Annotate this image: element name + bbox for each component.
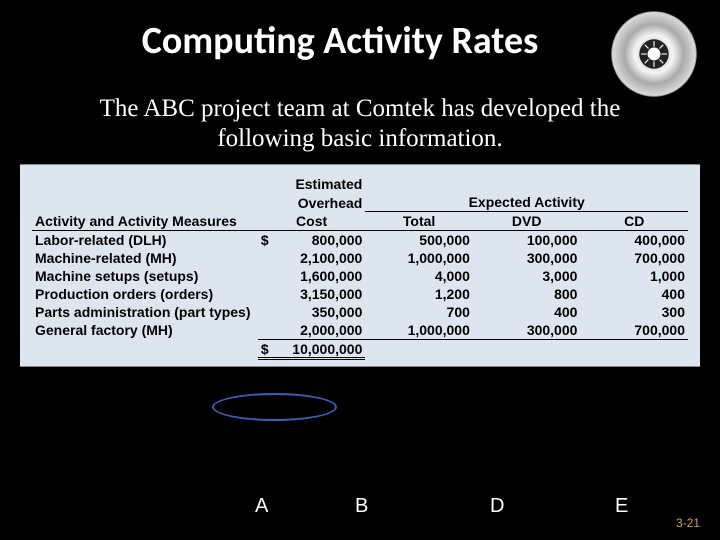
- cell-cost: 2,000,000: [258, 321, 366, 340]
- cell-activity: Production orders (orders): [32, 285, 258, 303]
- cell-activity: Machine-related (MH): [32, 249, 258, 267]
- cell-dvd: 300,000: [473, 321, 581, 340]
- cell-activity: Parts administration (part types): [32, 303, 258, 321]
- cell-cd: 400: [580, 285, 688, 303]
- column-label-d: D: [490, 495, 504, 518]
- cell-cd: 300: [580, 303, 688, 321]
- slide-subtitle: The ABC project team at Comtek has devel…: [0, 94, 720, 154]
- page-number: 3-21: [676, 516, 700, 530]
- table-row: Labor-related (DLH)$800,000500,000100,00…: [32, 231, 688, 250]
- column-label-a: A: [255, 495, 268, 518]
- cell-dvd: 800: [473, 285, 581, 303]
- table-row: Machine-related (MH)2,100,0001,000,00030…: [32, 249, 688, 267]
- table-row: Production orders (orders)3,150,0001,200…: [32, 285, 688, 303]
- cell-activity: General factory (MH): [32, 321, 258, 340]
- cell-dvd: [473, 340, 581, 359]
- cell-total: 700: [365, 303, 473, 321]
- cell-cost: 2,100,000: [258, 249, 366, 267]
- activity-rates-table: Activity and Activity Measures Estimated…: [32, 175, 688, 358]
- table-total-row: $ 10,000,000: [32, 340, 688, 359]
- cell-cost: 3,150,000: [258, 285, 366, 303]
- total-highlight-ellipse: [212, 393, 337, 421]
- table-row: General factory (MH)2,000,0001,000,00030…: [32, 321, 688, 340]
- cell-total: 1,000,000: [365, 249, 473, 267]
- cell-dvd: 300,000: [473, 249, 581, 267]
- header-expected: Expected Activity: [365, 193, 688, 212]
- subheader-cd: CD: [580, 212, 688, 231]
- subheader-total: Total: [365, 212, 473, 231]
- header-cost-line3: Cost: [258, 212, 366, 231]
- cell-dvd: 100,000: [473, 231, 581, 250]
- cell-total: 1,000,000: [365, 321, 473, 340]
- cell-cd: 1,000: [580, 267, 688, 285]
- cell-cost: $800,000: [258, 231, 366, 250]
- cell-total: [365, 340, 473, 359]
- cell-activity: Labor-related (DLH): [32, 231, 258, 250]
- header-cost-line1: Estimated: [258, 175, 366, 193]
- subheader-dvd: DVD: [473, 212, 581, 231]
- cell-dvd: 3,000: [473, 267, 581, 285]
- cell-cost-total: $ 10,000,000: [258, 340, 366, 359]
- cell-cd: [580, 340, 688, 359]
- column-label-b: B: [355, 495, 368, 518]
- cell-total: 4,000: [365, 267, 473, 285]
- header-activity: Activity and Activity Measures: [32, 175, 258, 231]
- cell-cost: 350,000: [258, 303, 366, 321]
- data-table-container: Activity and Activity Measures Estimated…: [20, 164, 700, 367]
- cell-activity: [32, 340, 258, 359]
- cell-cd: 700,000: [580, 321, 688, 340]
- cell-cd: 700,000: [580, 249, 688, 267]
- cell-activity: Machine setups (setups): [32, 267, 258, 285]
- cell-cd: 400,000: [580, 231, 688, 250]
- column-label-e: E: [615, 495, 628, 518]
- table-row: Machine setups (setups)1,600,0004,0003,0…: [32, 267, 688, 285]
- cell-total: 1,200: [365, 285, 473, 303]
- cell-total: 500,000: [365, 231, 473, 250]
- table-row: Parts administration (part types)350,000…: [32, 303, 688, 321]
- cell-dvd: 400: [473, 303, 581, 321]
- header-cost-line2: Overhead: [258, 193, 366, 212]
- cd-disc-icon: [608, 8, 700, 100]
- cell-cost: 1,600,000: [258, 267, 366, 285]
